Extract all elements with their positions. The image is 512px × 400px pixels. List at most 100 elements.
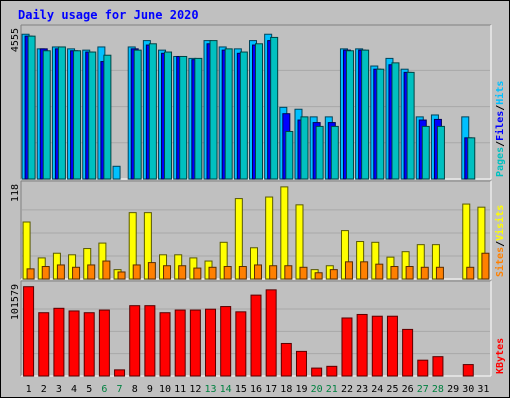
bar-kbytes-day-27: [417, 359, 429, 377]
legend-separator: /: [495, 241, 506, 247]
bar-kbytes-day-9: [144, 305, 156, 377]
bar-kbytes-day-1: [23, 286, 35, 377]
bar-sites-day-12: [193, 267, 202, 280]
bar-kbytes-day-22: [341, 317, 353, 377]
legend: Pages/Files/Hits: [494, 81, 506, 177]
x-tick-day-28: 28: [432, 384, 444, 395]
bar-sites-day-2: [41, 266, 50, 280]
bar-pages-day-5: [88, 51, 97, 180]
bar-kbytes-day-2: [38, 312, 50, 377]
bar-kbytes-day-21: [326, 365, 338, 377]
bar-sites-day-28: [435, 266, 444, 280]
bar-sites-day-17: [269, 265, 278, 280]
bar-sites-day-1: [26, 268, 35, 280]
bar-sites-day-16: [254, 264, 262, 280]
bar-kbytes-day-7: [114, 369, 126, 377]
bar-sites-day-14: [223, 266, 232, 280]
x-tick-day-10: 10: [159, 384, 171, 395]
chart-title: Daily usage for June 2020: [18, 8, 199, 22]
y-max-label: 101579: [10, 284, 21, 320]
bar-pages-day-21: [330, 125, 339, 180]
legend: KBytes: [495, 338, 506, 374]
legend-files: Files: [494, 111, 506, 141]
bar-sites-day-7: [117, 271, 126, 280]
x-tick-day-3: 3: [56, 384, 62, 395]
bar-kbytes-day-28: [432, 356, 444, 377]
bar-pages-day-11: [179, 55, 188, 180]
bar-sites-day-27: [420, 266, 429, 280]
bar-sites-day-15: [238, 266, 247, 280]
bar-pages-day-10: [164, 51, 173, 180]
x-tick-day-20: 20: [311, 384, 323, 395]
bar-sites-day-11: [178, 265, 187, 280]
bar-sites-day-5: [87, 264, 96, 280]
bar-pages-day-4: [73, 50, 82, 180]
bar-kbytes-day-16: [250, 294, 262, 377]
x-tick-day-15: 15: [235, 384, 247, 395]
x-tick-day-24: 24: [371, 384, 383, 395]
bar-sites-day-18: [284, 265, 293, 280]
bar-pages-day-9: [148, 43, 157, 180]
legend-pages: Pages: [495, 147, 506, 177]
bar-kbytes-day-14: [220, 306, 232, 377]
bar-sites-day-3: [56, 264, 65, 280]
bar-sites-day-10: [163, 265, 172, 280]
bar-sites-day-9: [147, 262, 156, 280]
bar-kbytes-day-8: [129, 305, 141, 377]
bar-pages-day-19: [300, 116, 309, 180]
bar-pages-day-6: [103, 54, 112, 180]
bar-pages-day-18: [285, 130, 294, 180]
bar-hits-day-7: [112, 165, 121, 180]
x-tick-day-27: 27: [417, 384, 429, 395]
bar-sites-day-8: [132, 264, 141, 280]
bar-pages-day-30: [467, 137, 476, 180]
x-tick-day-13: 13: [204, 384, 216, 395]
x-tick-day-8: 8: [132, 384, 138, 395]
bar-pages-day-26: [406, 71, 415, 180]
x-tick-day-12: 12: [189, 384, 201, 395]
x-tick-day-19: 19: [295, 384, 307, 395]
bar-kbytes-day-23: [356, 313, 368, 377]
bar-kbytes-day-15: [235, 311, 247, 377]
legend: Sites/Visits: [494, 205, 506, 277]
x-tick-day-21: 21: [326, 384, 338, 395]
bar-kbytes-day-19: [295, 350, 307, 377]
y-max-label: 118: [10, 184, 21, 202]
bar-sites-day-4: [72, 266, 81, 280]
bar-sites-day-21: [329, 269, 338, 280]
bar-pages-day-1: [27, 35, 36, 180]
x-tick-day-31: 31: [477, 384, 489, 395]
bar-pages-day-23: [361, 49, 370, 180]
bar-sites-day-19: [299, 266, 308, 280]
bar-sites-day-23: [360, 261, 369, 280]
bar-kbytes-day-18: [280, 342, 292, 377]
legend-hits: Hits: [494, 81, 506, 105]
x-tick-day-18: 18: [280, 384, 292, 395]
x-tick-day-4: 4: [71, 384, 77, 395]
bar-pages-day-24: [376, 68, 385, 180]
bar-pages-day-14: [224, 48, 233, 180]
bar-pages-day-20: [315, 125, 324, 180]
bar-kbytes-day-4: [68, 310, 80, 377]
bar-kbytes-day-13: [205, 308, 217, 377]
y-max-label: 4555: [10, 28, 21, 52]
legend-separator: /: [495, 105, 506, 111]
bar-sites-day-25: [390, 266, 399, 280]
x-tick-day-9: 9: [147, 384, 153, 395]
bar-kbytes-day-24: [371, 315, 383, 377]
x-tick-day-14: 14: [220, 384, 232, 395]
bar-kbytes-day-10: [159, 312, 171, 377]
bar-pages-day-25: [391, 62, 400, 180]
bar-pages-day-16: [255, 43, 263, 180]
x-tick-day-26: 26: [402, 384, 414, 395]
x-tick-day-1: 1: [26, 384, 32, 395]
x-tick-day-25: 25: [386, 384, 398, 395]
x-tick-day-5: 5: [86, 384, 92, 395]
bar-sites-day-31: [481, 252, 490, 280]
bar-pages-day-17: [270, 36, 279, 180]
legend-separator: /: [495, 141, 506, 147]
bar-kbytes-day-6: [98, 309, 110, 377]
x-tick-day-11: 11: [174, 384, 186, 395]
bar-pages-day-12: [194, 57, 203, 180]
